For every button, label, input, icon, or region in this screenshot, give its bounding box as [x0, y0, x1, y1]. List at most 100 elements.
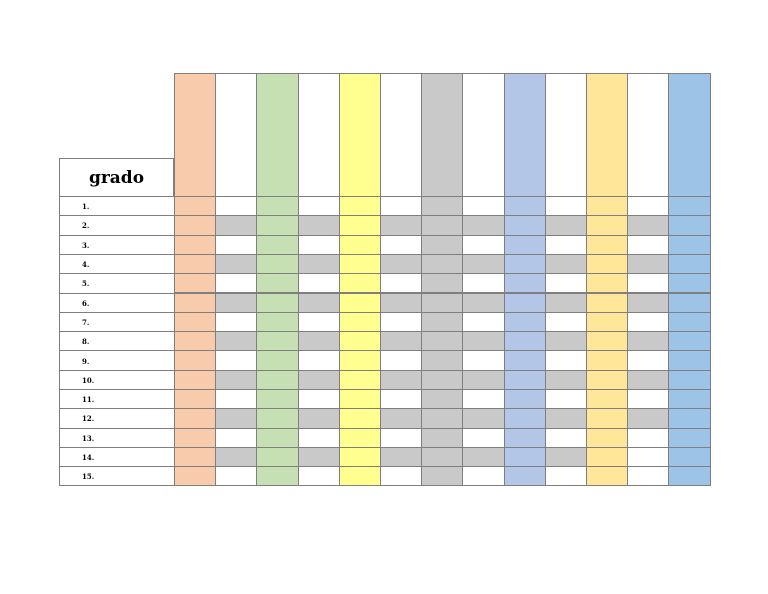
grid-cell[interactable] [668, 350, 711, 371]
grid-cell[interactable] [380, 253, 423, 275]
grid-cell[interactable] [503, 234, 546, 255]
grid-cell[interactable] [627, 253, 670, 275]
grid-cell[interactable] [297, 234, 340, 255]
grid-cell[interactable] [174, 253, 217, 275]
grid-cell[interactable] [503, 408, 546, 429]
grid-cell[interactable] [627, 408, 670, 429]
grid-cell[interactable] [256, 369, 299, 390]
grid-cell[interactable] [380, 215, 423, 236]
grid-cell[interactable] [215, 389, 258, 410]
column-header-12[interactable] [627, 73, 670, 197]
grid-cell[interactable] [627, 389, 670, 410]
grid-cell[interactable] [215, 215, 258, 236]
grid-cell[interactable] [297, 311, 340, 333]
grid-cell[interactable] [380, 389, 423, 410]
grid-cell[interactable] [215, 350, 258, 371]
grid-cell[interactable] [668, 408, 711, 429]
column-header-6[interactable] [380, 73, 423, 197]
grid-cell[interactable] [338, 292, 381, 313]
column-header-3[interactable] [256, 73, 299, 197]
grid-cell[interactable] [297, 292, 340, 313]
grid-cell[interactable] [380, 311, 423, 333]
grid-cell[interactable] [338, 331, 381, 352]
grid-cell[interactable] [586, 427, 629, 448]
grid-cell[interactable] [627, 427, 670, 448]
grid-cell[interactable] [544, 273, 587, 294]
grid-cell[interactable] [297, 389, 340, 410]
grid-cell[interactable] [668, 427, 711, 448]
grid-cell[interactable] [174, 466, 217, 487]
grid-cell[interactable] [297, 196, 340, 217]
column-header-10[interactable] [544, 73, 587, 197]
grid-cell[interactable] [174, 389, 217, 410]
grid-cell[interactable] [421, 215, 464, 236]
grid-cell[interactable] [421, 331, 464, 352]
grid-cell[interactable] [668, 389, 711, 410]
grid-cell[interactable] [421, 446, 464, 468]
grid-cell[interactable] [174, 273, 217, 294]
grid-cell[interactable] [421, 273, 464, 294]
column-header-4[interactable] [297, 73, 340, 197]
grid-cell[interactable] [627, 292, 670, 313]
grid-cell[interactable] [462, 253, 505, 275]
grid-cell[interactable] [503, 350, 546, 371]
grid-cell[interactable] [421, 427, 464, 448]
grid-cell[interactable] [544, 234, 587, 255]
grid-cell[interactable] [256, 446, 299, 468]
column-header-5[interactable] [338, 73, 381, 197]
grid-cell[interactable] [627, 311, 670, 333]
grid-cell[interactable] [586, 466, 629, 487]
grid-cell[interactable] [544, 408, 587, 429]
grid-cell[interactable] [256, 292, 299, 313]
grid-cell[interactable] [256, 427, 299, 448]
grid-cell[interactable] [503, 311, 546, 333]
grid-cell[interactable] [215, 253, 258, 275]
column-header-13[interactable] [668, 73, 711, 197]
grid-cell[interactable] [297, 408, 340, 429]
grid-cell[interactable] [586, 311, 629, 333]
grid-cell[interactable] [544, 466, 587, 487]
grid-cell[interactable] [215, 331, 258, 352]
grid-cell[interactable] [380, 369, 423, 390]
grid-cell[interactable] [627, 446, 670, 468]
grid-cell[interactable] [544, 389, 587, 410]
grid-cell[interactable] [380, 350, 423, 371]
grid-cell[interactable] [215, 196, 258, 217]
grid-cell[interactable] [462, 273, 505, 294]
grid-cell[interactable] [462, 408, 505, 429]
grid-cell[interactable] [627, 273, 670, 294]
grid-cell[interactable] [256, 273, 299, 294]
grid-cell[interactable] [380, 331, 423, 352]
grid-cell[interactable] [503, 273, 546, 294]
grid-cell[interactable] [380, 292, 423, 313]
column-header-8[interactable] [462, 73, 505, 197]
grid-cell[interactable] [503, 253, 546, 275]
grid-cell[interactable] [215, 446, 258, 468]
grid-cell[interactable] [544, 446, 587, 468]
grid-cell[interactable] [256, 196, 299, 217]
grid-cell[interactable] [297, 215, 340, 236]
grid-cell[interactable] [174, 331, 217, 352]
grid-cell[interactable] [544, 311, 587, 333]
grid-cell[interactable] [544, 292, 587, 313]
grid-cell[interactable] [421, 389, 464, 410]
grid-cell[interactable] [586, 369, 629, 390]
grid-cell[interactable] [297, 273, 340, 294]
grid-cell[interactable] [215, 273, 258, 294]
grid-cell[interactable] [462, 215, 505, 236]
grid-cell[interactable] [338, 408, 381, 429]
grid-cell[interactable] [668, 369, 711, 390]
grid-cell[interactable] [627, 331, 670, 352]
grid-cell[interactable] [462, 196, 505, 217]
grid-cell[interactable] [627, 369, 670, 390]
grid-cell[interactable] [338, 311, 381, 333]
grid-cell[interactable] [627, 196, 670, 217]
grid-cell[interactable] [668, 273, 711, 294]
grid-cell[interactable] [544, 196, 587, 217]
grid-cell[interactable] [586, 234, 629, 255]
grid-cell[interactable] [668, 446, 711, 468]
grid-cell[interactable] [586, 292, 629, 313]
grid-cell[interactable] [668, 196, 711, 217]
grid-cell[interactable] [668, 466, 711, 487]
grid-cell[interactable] [462, 331, 505, 352]
